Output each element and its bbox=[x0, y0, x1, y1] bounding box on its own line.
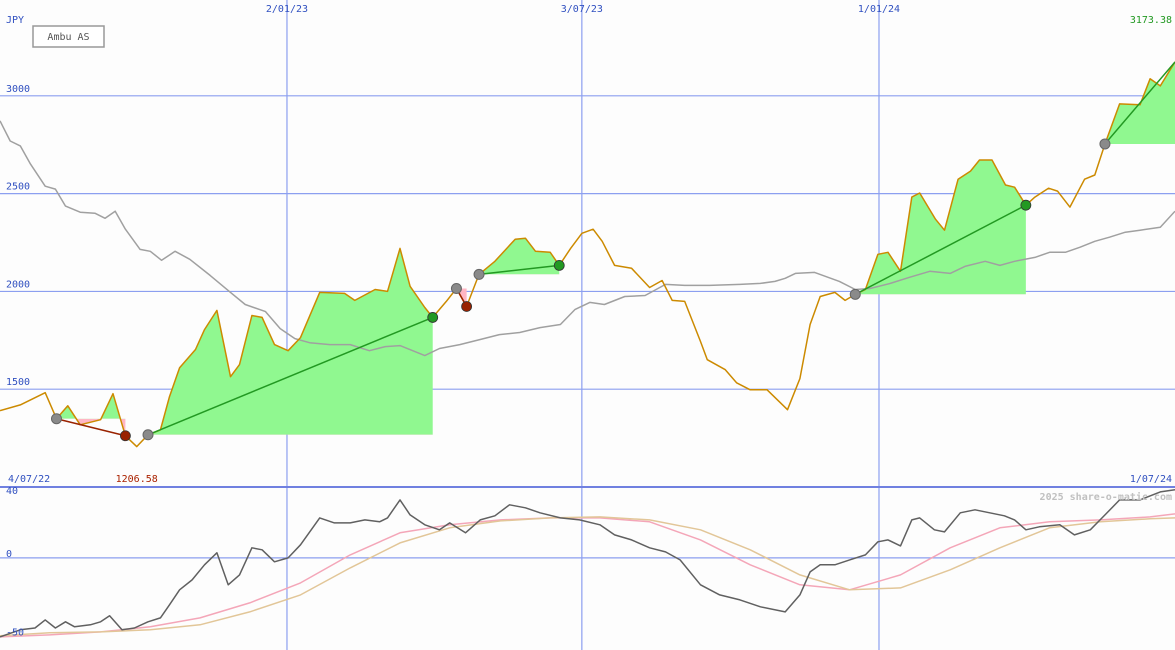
trade-line bbox=[56, 418, 126, 437]
exit-marker bbox=[553, 260, 565, 271]
y-tick-label: 2000 bbox=[6, 279, 30, 290]
legend-label: Ambu AS bbox=[47, 32, 89, 43]
series-line bbox=[0, 513, 1175, 638]
exit-marker bbox=[1020, 199, 1032, 211]
exit-marker bbox=[427, 312, 439, 323]
x-tick-label: 2/01/23 bbox=[266, 4, 308, 15]
x-tick-label: 1/07/24 bbox=[1130, 474, 1172, 485]
y-tick-label: 40 bbox=[6, 486, 18, 497]
legend: Ambu AS bbox=[32, 25, 105, 48]
y-tick-label: 3000 bbox=[6, 84, 30, 95]
price-annotation: 3173.38 bbox=[1130, 15, 1172, 26]
trade-gain-area bbox=[479, 238, 560, 275]
x-tick-label: 1/01/24 bbox=[858, 4, 900, 15]
x-tick-label: 4/07/22 bbox=[8, 474, 50, 485]
entry-marker bbox=[450, 282, 462, 294]
price-annotation: 1206.58 bbox=[116, 474, 158, 485]
entry-marker bbox=[50, 413, 62, 425]
trade-gain-area bbox=[855, 159, 1026, 295]
exit-marker bbox=[461, 301, 473, 312]
trade-line bbox=[1104, 61, 1175, 145]
x-tick-label: 3/07/23 bbox=[561, 4, 603, 15]
trade-line bbox=[854, 204, 1027, 296]
lines bbox=[0, 61, 1175, 638]
watermark: 2025 share-o-matic.com bbox=[1040, 491, 1172, 503]
trade-line bbox=[147, 316, 434, 436]
trade-line bbox=[478, 264, 560, 276]
series-line bbox=[0, 489, 1175, 638]
y-tick-label: 0 bbox=[6, 549, 12, 560]
series-line bbox=[0, 120, 1175, 357]
trade-gain-area bbox=[56, 393, 126, 419]
entry-marker bbox=[142, 429, 154, 441]
trade-gain-area bbox=[148, 248, 433, 435]
series-line bbox=[0, 516, 1175, 637]
labels: JPY 1500 2000 2500 3000 4/07/22 2/01/23 3/07/2… bbox=[6, 4, 1172, 639]
series-line bbox=[0, 61, 1175, 448]
entry-marker bbox=[849, 288, 861, 300]
y-tick-label: 1500 bbox=[6, 377, 30, 388]
markers bbox=[50, 61, 1175, 442]
exit-marker bbox=[120, 430, 131, 442]
y-tick-label: -50 bbox=[6, 628, 24, 639]
legend-box bbox=[32, 25, 105, 48]
entry-marker bbox=[473, 268, 485, 280]
entry-marker bbox=[1099, 138, 1111, 150]
y-tick-label: 2500 bbox=[6, 182, 30, 193]
y-axis-label: JPY bbox=[6, 15, 24, 26]
